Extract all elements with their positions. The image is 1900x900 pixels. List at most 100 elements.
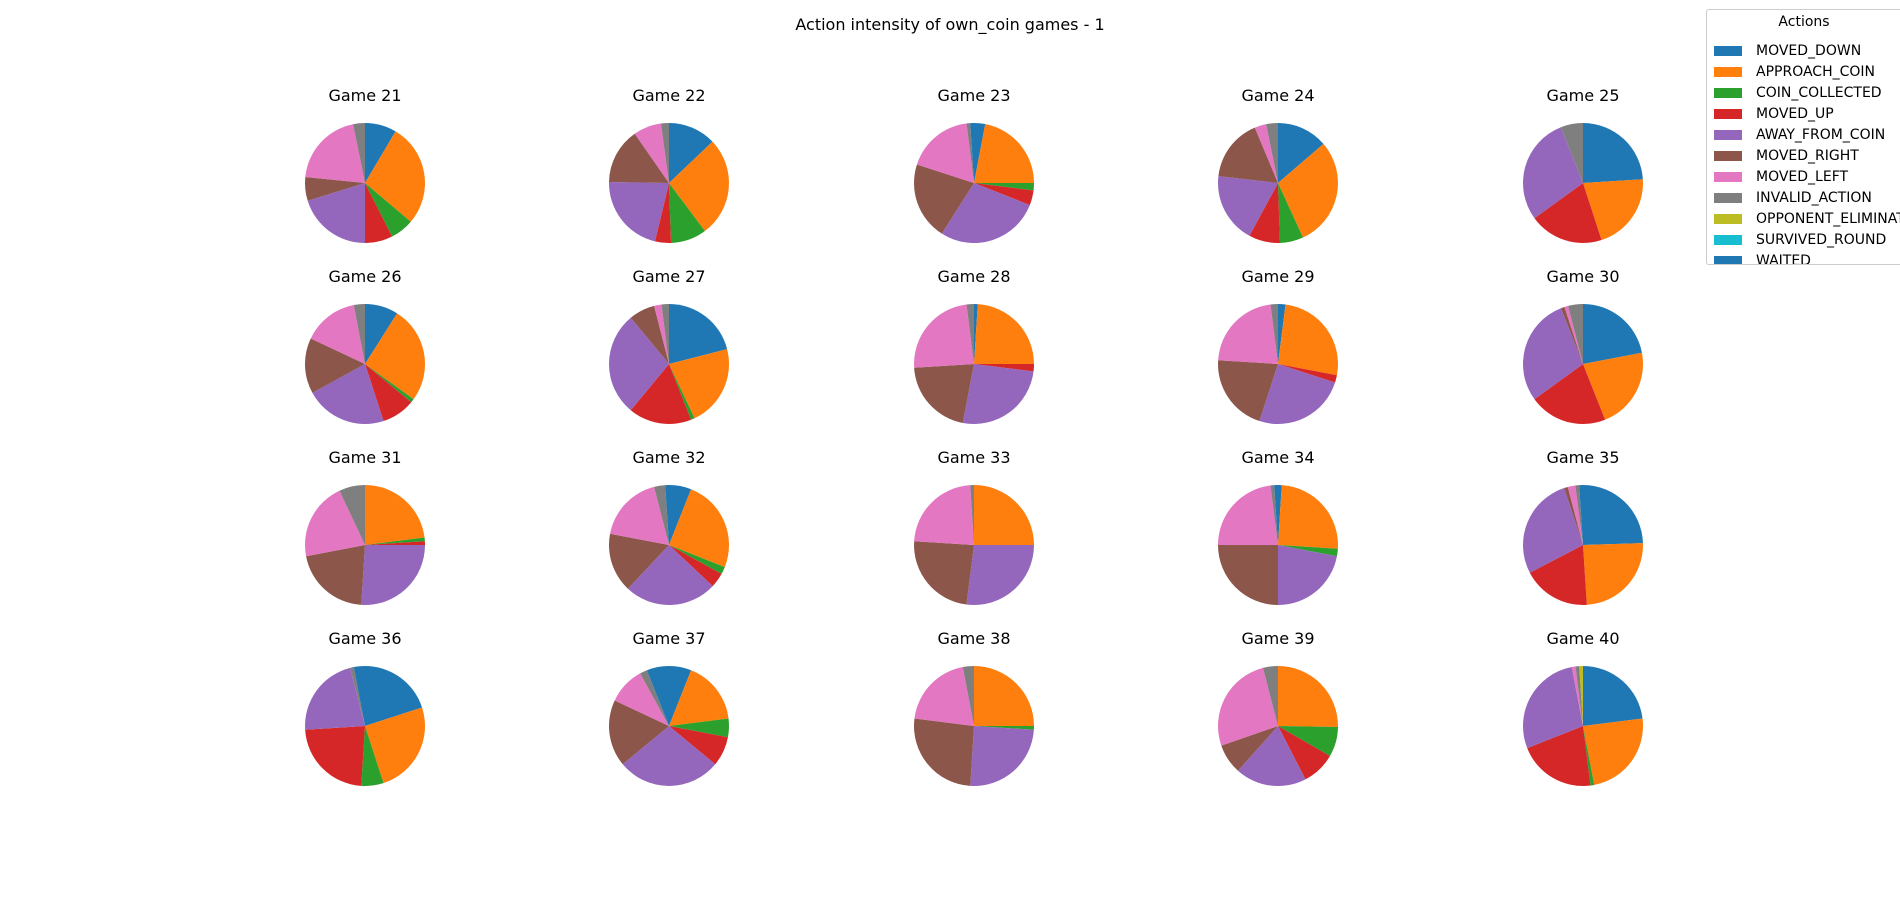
pie-slice [1560,123,1583,183]
legend-label: INVALID_ACTION [1756,190,1872,206]
pie-slice [974,123,986,183]
pie-chart: Game 25 [1522,86,1643,243]
legend-label: WAITED [1756,253,1811,265]
pie-slice [365,183,411,237]
pie-slice [609,133,669,183]
pie-slice [974,666,1034,726]
pie-slice [1270,304,1278,364]
pie-title: Game 27 [632,267,705,286]
pie-slice [669,364,695,420]
pie-slice [1266,123,1278,183]
pie-slice [1564,305,1583,364]
pie-chart: Game 23 [914,86,1035,244]
pie-slice [365,485,425,545]
pie-title: Game 37 [632,629,705,648]
legend-swatch [1714,235,1742,245]
pie-slice [1278,304,1339,376]
pie-slice [365,313,426,400]
pie-slice [914,164,974,234]
legend-label: OPPONENT_ELIMINATED [1756,211,1900,227]
pie-slice [970,726,1034,786]
pie-title: Game 33 [937,448,1010,467]
pie-slice [962,364,1034,425]
pie-slice [1560,306,1583,364]
pie-title: Game 26 [328,267,401,286]
pie-slice [608,700,669,765]
pie-slice [669,489,730,568]
pie-slice [1274,485,1278,545]
pie-slice [305,667,365,730]
pie-slice [353,123,365,183]
pie-title: Game 25 [1546,86,1619,105]
pie-title: Game 21 [328,86,401,105]
pie-slice [1278,304,1286,364]
pie-slice [974,183,1034,206]
pie-slice [970,485,974,545]
pie-slice [669,545,725,574]
pie-slice [1522,667,1583,749]
pie-slice [669,485,692,545]
pie-slice [1259,364,1336,424]
pie-slice [669,718,730,738]
pie-chart: Game 27 [608,267,729,425]
pie-chart: Game 36 [305,629,425,786]
pie-slice [1278,545,1337,605]
pie-slice [1527,726,1591,787]
pie-slice [660,123,669,183]
pie-title: Game 30 [1546,267,1619,286]
pie-slice [361,726,384,786]
pie-slice [1218,667,1278,746]
pie-slice [353,666,365,726]
pie-slice [1278,726,1330,780]
pie-slice [1278,726,1338,756]
pie-title: Game 24 [1241,86,1314,105]
pie-slice [609,181,669,242]
pie-slice [306,545,365,605]
pie-title: Game 40 [1546,629,1619,648]
pie-slice [966,545,1034,606]
pie-slice [310,305,365,364]
pie-slice [669,726,728,765]
pie-chart: Game 37 [608,629,730,787]
pie-chart: Game 21 [304,86,426,243]
legend-label: AWAY_FROM_COIN [1756,127,1886,143]
legend-swatch [1714,214,1742,224]
pie-slice [1262,666,1278,726]
legend-swatch [1714,193,1742,203]
pie-slice [630,364,692,425]
pie-slice [654,183,672,244]
pie-slice [627,545,713,605]
pie-slice [312,364,384,424]
pie-slice [1278,123,1324,183]
legend-swatch [1714,88,1742,98]
pie-slice [1278,485,1338,549]
pie-slice [304,176,365,201]
legend-label: COIN_COLLECTED [1756,85,1882,101]
pie-chart: Game 28 [914,267,1035,425]
legend-swatch [1714,256,1742,264]
pie-slice [669,183,705,243]
pie-slice [1217,176,1278,236]
pie-slice [669,545,722,587]
pie-slice [654,304,669,364]
pie-slice [1221,726,1278,771]
legend-label: MOVED_RIGHT [1756,148,1859,164]
legend-swatch [1714,109,1742,119]
pie-title: Game 35 [1546,448,1619,467]
pie-slice [365,123,396,183]
pie-slice [1583,304,1642,364]
legend-swatch [1714,130,1742,140]
pie-slice [350,667,365,726]
pie-slice [914,304,974,368]
pie-slice [669,349,729,419]
pie-title: Game 23 [937,86,1010,105]
legend-label: MOVED_DOWN [1756,43,1862,59]
pie-slice [966,123,974,183]
pie-slice [1218,127,1278,183]
pie-slice [365,541,425,545]
pie-slice [1564,486,1583,545]
pie-slice [1571,666,1583,726]
pie-slice [1254,124,1278,183]
pie-slice [974,124,1034,183]
